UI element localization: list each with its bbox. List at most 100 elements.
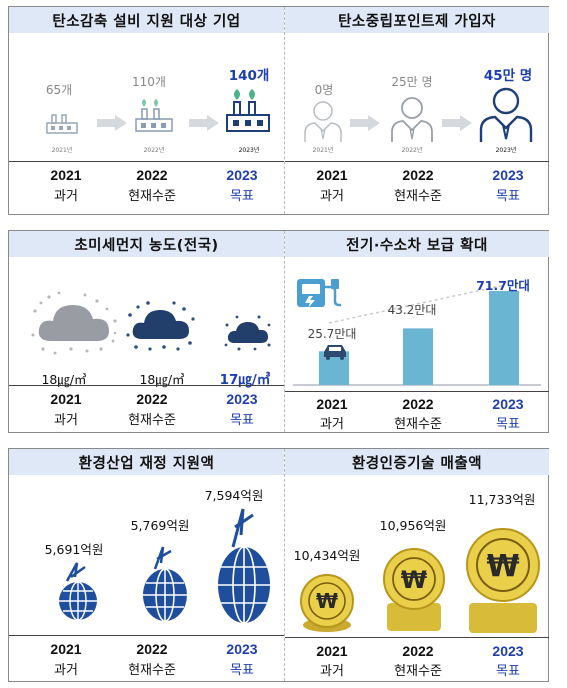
column-sub-2023: 목표 xyxy=(230,663,254,678)
divider xyxy=(285,637,549,638)
column-sub-2023: 목표 xyxy=(496,189,520,204)
column-year-2021: 2021 xyxy=(316,396,348,412)
column-sub-2023: 목표 xyxy=(230,413,254,428)
column-sub-2022: 현재수준 xyxy=(128,413,176,428)
column-year-2022: 2022 xyxy=(136,167,168,183)
column-sub-2021: 과거 xyxy=(54,663,78,678)
column-sub-2021: 과거 xyxy=(54,413,78,428)
panel-points-title: 탄소중립포인트제 가입자 xyxy=(285,7,549,33)
facility-small-year-2022: 2022년 xyxy=(143,147,165,154)
dust-value-2023: 17㎍/㎥ xyxy=(219,372,271,388)
column-year-2021: 2021 xyxy=(50,391,82,407)
facility-value-2023: 140개 xyxy=(228,68,270,84)
ev-value-2022: 43.2만대 xyxy=(387,303,437,317)
person-icon-2023 xyxy=(479,87,533,142)
panel-facility: 탄소감축 설비 지원 대상 기업 65개 110개 140개 20 xyxy=(9,7,285,214)
column-sub-2022: 현재수준 xyxy=(394,189,442,204)
panel-industry-title: 환경산업 재정 지원액 xyxy=(9,449,284,475)
column-year-2022: 2022 xyxy=(402,643,434,659)
globe-icon-2021 xyxy=(59,562,97,621)
section-industry: 환경산업 재정 지원액 5,691억원 5,769억원 7,594억원 2021… xyxy=(8,448,549,682)
column-sub-2022: 현재수준 xyxy=(128,189,176,204)
column-sub-2023: 목표 xyxy=(496,417,520,432)
globe-icon-2022 xyxy=(143,546,187,622)
dust-value-2021: 18㎍/㎥ xyxy=(41,372,87,387)
panel-cert: 환경인증기술 매출액 10,434억원 10,956억원 11,733억원 ₩ … xyxy=(285,449,549,681)
column-sub-2021: 과거 xyxy=(54,189,78,204)
column-year-2023: 2023 xyxy=(492,396,524,412)
cloud-icon-2023 xyxy=(224,315,271,351)
globe-icon-2023 xyxy=(218,508,270,624)
panel-facility-title: 탄소감축 설비 지원 대상 기업 xyxy=(9,7,284,33)
ev-bar-2023 xyxy=(489,291,519,385)
column-year-2021: 2021 xyxy=(50,641,82,657)
trend-line xyxy=(328,284,506,324)
column-year-2021: 2021 xyxy=(316,643,348,659)
arrow-icon xyxy=(189,115,219,131)
column-year-2023: 2023 xyxy=(226,391,258,407)
won-coin-icon-2021: ₩ xyxy=(300,574,354,632)
panel-ev: 전기·수소차 보급 확대 25.7만대 43.2만대 71.7만대 2021 2… xyxy=(285,231,549,432)
factory-icon-2022 xyxy=(135,99,173,132)
column-sub-2021: 과거 xyxy=(320,417,344,432)
column-sub-2022: 현재수준 xyxy=(394,417,442,432)
column-year-2021: 2021 xyxy=(50,167,82,183)
won-coin-icon-2023: ₩ xyxy=(466,528,540,633)
divider xyxy=(285,161,549,162)
column-sub-2022: 현재수준 xyxy=(128,663,176,678)
ev-bar-2022 xyxy=(403,328,433,385)
points-value-2023: 45만 명 xyxy=(483,68,533,84)
panel-ev-title: 전기·수소차 보급 확대 xyxy=(285,231,549,257)
section-air: 초미세먼지 농도(전국) xyxy=(8,230,549,433)
divider xyxy=(9,385,284,386)
column-sub-2021: 과거 xyxy=(320,664,344,679)
column-sub-2022: 현재수준 xyxy=(394,664,442,679)
facility-value-2021: 65개 xyxy=(45,83,73,97)
panel-dust: 초미세먼지 농도(전국) xyxy=(9,231,285,432)
ev-value-2023: 71.7만대 xyxy=(476,278,530,293)
column-sub-2023: 목표 xyxy=(496,664,520,679)
column-year-2022: 2022 xyxy=(402,167,434,183)
industry-value-2022: 5,769억원 xyxy=(130,518,190,533)
divider xyxy=(9,635,284,636)
car-icon xyxy=(324,345,346,360)
person-icon-2021 xyxy=(304,101,342,142)
ev-value-2021: 25.7만대 xyxy=(307,327,357,341)
column-sub-2023: 목표 xyxy=(230,189,254,204)
cloud-icon-2021 xyxy=(31,291,117,355)
dust-value-2022: 18㎍/㎥ xyxy=(139,372,185,387)
cloud-icon-2022 xyxy=(126,301,195,351)
points-small-year-2021: 2021년 xyxy=(312,147,334,154)
panel-points: 탄소중립포인트제 가입자 0명 25만 명 45만 명 2021년 2022년 … xyxy=(285,7,549,214)
svg-text:₩: ₩ xyxy=(486,549,519,584)
divider xyxy=(9,161,284,162)
arrow-icon xyxy=(350,115,380,131)
column-year-2022: 2022 xyxy=(136,641,168,657)
panel-dust-title: 초미세먼지 농도(전국) xyxy=(9,231,284,257)
ev-charger-icon xyxy=(297,279,341,308)
facility-small-year-2021: 2021년 xyxy=(51,147,73,154)
points-small-year-2023: 2023년 xyxy=(495,147,517,154)
column-year-2023: 2023 xyxy=(492,643,524,659)
column-year-2023: 2023 xyxy=(492,167,524,183)
points-value-2022: 25만 명 xyxy=(391,75,433,89)
person-icon-2022 xyxy=(391,97,433,142)
won-coin-icon-2022: ₩ xyxy=(383,548,445,631)
section-carbon: 탄소감축 설비 지원 대상 기업 65개 110개 140개 20 xyxy=(8,6,549,215)
arrow-icon xyxy=(97,115,127,131)
cert-value-2022: 10,956억원 xyxy=(379,518,447,533)
column-year-2023: 2023 xyxy=(226,641,258,657)
industry-value-2023: 7,594억원 xyxy=(204,488,264,503)
factory-icon-2021 xyxy=(46,114,78,134)
cert-value-2023: 11,733억원 xyxy=(468,492,536,507)
points-value-2021: 0명 xyxy=(314,83,334,97)
points-small-year-2022: 2022년 xyxy=(401,147,423,154)
column-year-2022: 2022 xyxy=(402,396,434,412)
ev-bars xyxy=(319,291,519,385)
cert-value-2021: 10,434억원 xyxy=(293,548,361,563)
panel-cert-title: 환경인증기술 매출액 xyxy=(285,449,549,475)
divider xyxy=(285,391,549,392)
arrow-icon xyxy=(442,115,472,131)
industry-value-2021: 5,691억원 xyxy=(44,542,104,557)
column-year-2021: 2021 xyxy=(316,167,348,183)
